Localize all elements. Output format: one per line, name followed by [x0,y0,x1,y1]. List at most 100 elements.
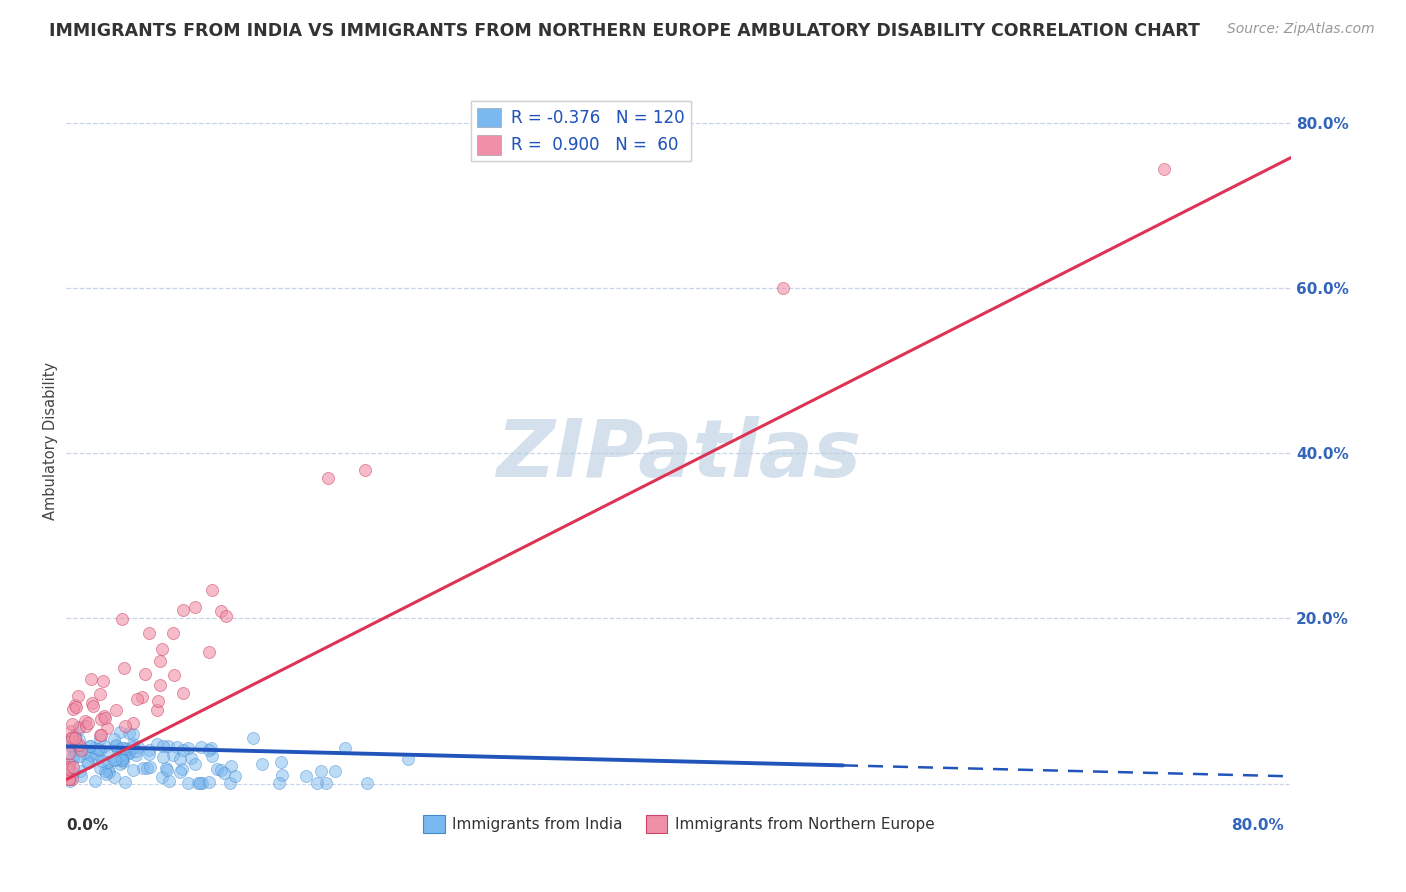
Point [118,726,141,740]
Point [90,755,112,769]
Point [67,720,90,734]
Point [105,738,128,752]
Point [79,747,101,762]
Point [110,725,132,739]
Point [224,769,246,783]
Point [152,770,174,784]
Point [67,748,90,763]
Point [94,766,117,780]
Point [209,763,232,777]
Point [149,654,172,668]
Point [77,715,100,730]
Point [152,750,174,764]
Point [79,739,101,753]
Point [110,753,132,767]
Point [163,667,186,681]
Point [72,742,94,756]
Point [121,740,143,755]
Point [60,772,83,787]
Point [198,775,221,789]
Legend: R = -0.376   N = 120, R =  0.900   N =  60: R = -0.376 N = 120, R = 0.900 N = 60 [471,101,690,161]
Point [242,731,264,746]
Point [111,755,134,769]
Point [84,740,107,755]
Point [316,471,339,485]
Point [172,603,194,617]
Point [89,728,111,742]
Point [169,765,191,780]
Point [125,691,148,706]
Point [94,764,117,778]
Point [162,747,184,762]
Point [67,741,90,756]
Point [98,765,121,780]
Point [169,752,191,766]
Point [91,674,114,689]
Point [115,742,138,756]
Point [56,762,79,776]
Point [139,759,162,773]
Point [111,751,134,765]
Point [94,711,117,725]
Point [177,741,200,756]
Point [214,765,236,780]
Point [96,721,118,735]
Point [170,762,193,776]
Point [87,742,110,756]
Point [58,772,80,787]
Point [58,772,80,787]
Point [121,727,143,741]
Point [89,732,111,747]
Point [96,747,118,761]
Point [111,612,134,626]
Point [66,689,89,703]
Point [103,753,125,767]
Point [354,463,377,477]
Point [58,757,80,772]
Point [59,773,82,788]
Point [180,751,202,765]
Point [82,698,104,713]
Point [73,714,96,728]
Point [103,770,125,784]
Point [62,752,84,766]
Point [75,719,97,733]
Point [772,281,794,295]
Point [335,741,357,756]
Point [215,609,238,624]
Point [267,775,290,789]
Point [114,775,136,789]
Point [176,775,198,789]
Point [135,761,157,775]
Point [172,743,194,757]
Point [221,759,243,773]
Point [115,747,138,761]
Point [60,739,83,753]
Text: IMMIGRANTS FROM INDIA VS IMMIGRANTS FROM NORTHERN EUROPE AMBULATORY DISABILITY C: IMMIGRANTS FROM INDIA VS IMMIGRANTS FROM… [49,22,1201,40]
Point [62,765,84,780]
Point [1153,161,1175,176]
Point [65,731,87,745]
Point [105,739,128,754]
Point [117,746,139,760]
Point [131,761,153,775]
Point [114,719,136,733]
Point [90,712,112,726]
Point [82,696,104,710]
Point [65,735,87,749]
Point [89,687,111,701]
Point [67,723,90,737]
Point [138,743,160,757]
Point [103,732,125,747]
Point [86,747,108,762]
Point [79,739,101,753]
Point [63,729,86,743]
Point [56,735,79,749]
Point [89,742,111,756]
Point [270,767,292,781]
Point [67,733,90,747]
Point [112,740,135,755]
Point [62,740,84,755]
Point [112,661,135,675]
Point [307,775,329,789]
